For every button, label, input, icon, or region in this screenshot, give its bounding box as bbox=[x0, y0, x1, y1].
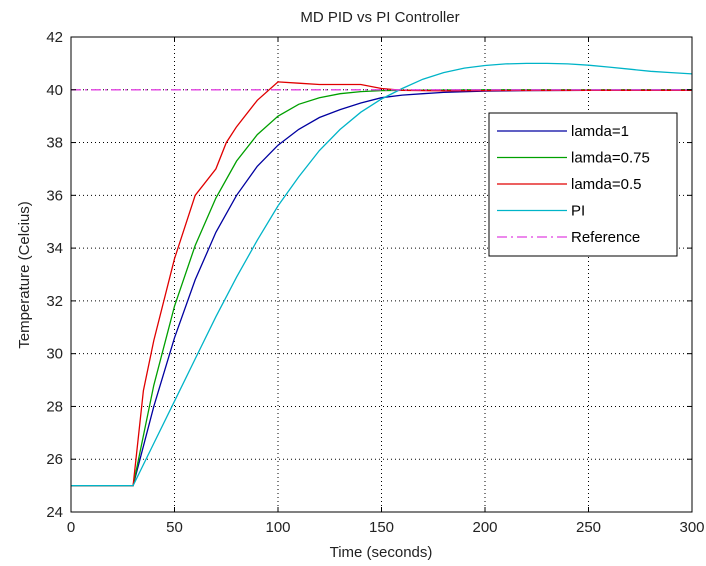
legend: lamda=1 lamda=0.75 lamda=0.5 PI Reference bbox=[488, 112, 678, 257]
x-tick-label: 250 bbox=[576, 519, 601, 536]
y-tick-label: 36 bbox=[46, 187, 63, 204]
series-line-lamda-0-75 bbox=[71, 89, 692, 487]
chart-title: MD PID vs PI Controller bbox=[300, 9, 459, 26]
y-tick-label: 40 bbox=[46, 82, 63, 99]
plot-area bbox=[71, 37, 692, 512]
x-tick-label: 0 bbox=[67, 519, 75, 536]
x-tick-label: 100 bbox=[265, 519, 290, 536]
series-line-lamda-1 bbox=[71, 89, 693, 487]
legend-label: Reference bbox=[571, 229, 640, 246]
x-axis-label: Time (seconds) bbox=[330, 544, 433, 561]
y-tick-label: 38 bbox=[46, 135, 63, 152]
ticks: 0 50 100 150 200 250 300 24 26 28 30 32 34 36 38 40 42 bbox=[46, 29, 704, 536]
y-tick-label: 32 bbox=[46, 293, 63, 310]
legend-label: lamda=1 bbox=[571, 123, 629, 140]
x-tick-label: 300 bbox=[679, 519, 704, 536]
series-group bbox=[71, 62, 693, 487]
y-tick-label: 24 bbox=[46, 504, 63, 521]
x-tick-label: 150 bbox=[369, 519, 394, 536]
series-line-pi bbox=[71, 62, 693, 487]
y-tick-label: 42 bbox=[46, 29, 63, 46]
y-tick-label: 26 bbox=[46, 451, 63, 468]
y-axis-label: Temperature (Celcius) bbox=[16, 201, 33, 349]
y-tick-label: 30 bbox=[46, 346, 63, 363]
legend-label: lamda=0.5 bbox=[571, 176, 641, 193]
x-tick-label: 50 bbox=[166, 519, 183, 536]
legend-label: lamda=0.75 bbox=[571, 150, 650, 167]
legend-label: PI bbox=[571, 203, 585, 220]
series-line-lamda-0-5 bbox=[71, 81, 692, 487]
x-tick-label: 200 bbox=[472, 519, 497, 536]
y-tick-label: 28 bbox=[46, 398, 63, 415]
y-tick-label: 34 bbox=[46, 240, 63, 257]
